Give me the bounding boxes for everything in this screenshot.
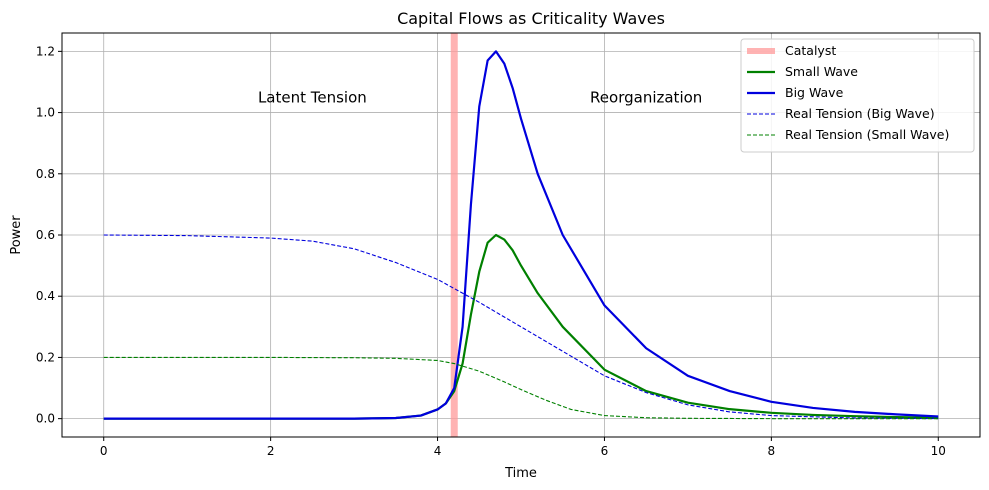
legend-label: Real Tension (Small Wave) (785, 127, 949, 142)
legend-label: Small Wave (785, 64, 858, 79)
y-tick-label: 0.2 (36, 350, 55, 364)
series-line-3 (103, 234, 939, 420)
x-tick-label: 10 (931, 444, 946, 458)
series-layer (103, 50, 939, 420)
x-tick-label: 2 (267, 444, 275, 458)
y-tick-label: 0.4 (36, 289, 55, 303)
plot-area (61, 32, 981, 438)
y-tick-label: 0.8 (36, 167, 55, 181)
legend-label: Real Tension (Big Wave) (785, 106, 935, 121)
x-tick-label: 6 (601, 444, 609, 458)
y-tick-label: 0.6 (36, 228, 55, 242)
legend-label: Big Wave (785, 85, 844, 100)
legend-box (740, 38, 975, 153)
x-axis-label: Time (504, 466, 537, 481)
annotation-text: Latent Tension (258, 88, 367, 106)
chart-title: Capital Flows as Criticality Waves (397, 9, 665, 28)
series-line-2 (103, 50, 939, 420)
annotation-text: Reorganization (590, 88, 702, 106)
ticks: 0 2 4 6 8 10 0.0 0.2 0.4 0.6 0.8 1.0 1.2 (36, 44, 946, 458)
series-line-4 (103, 356, 939, 420)
y-tick-label: 0.0 (36, 412, 55, 426)
x-tick-label: 4 (434, 444, 442, 458)
legend-label: Catalyst (785, 43, 836, 58)
legend: Catalyst Small Wave Big Wave Real Tension (… (740, 38, 975, 153)
annotations: Latent Tension Reorganization (258, 88, 702, 106)
y-axis-label: Power (9, 215, 24, 255)
x-tick-label: 0 (100, 444, 108, 458)
y-tick-label: 1.2 (36, 44, 55, 58)
x-tick-label: 8 (768, 444, 776, 458)
y-tick-label: 1.0 (36, 106, 55, 120)
